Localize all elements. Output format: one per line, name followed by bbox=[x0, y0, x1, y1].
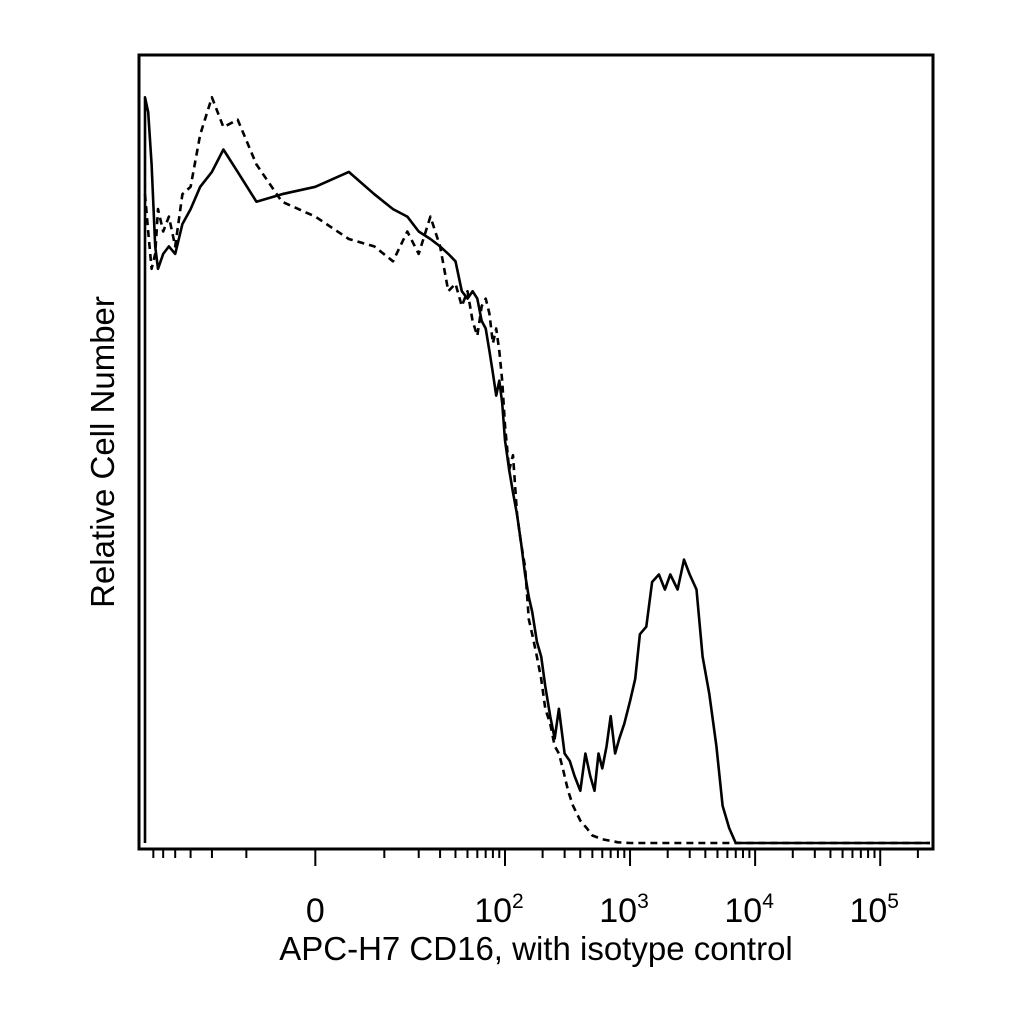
cd16-stained-trace bbox=[143, 96, 930, 845]
isotype-control-trace bbox=[143, 96, 930, 845]
x-tick-label: 0 bbox=[306, 892, 325, 930]
x-tick-label: 102 bbox=[474, 890, 524, 930]
x-tick-label: 105 bbox=[849, 890, 899, 930]
x-axis-tick-labels: 0 102 103 104 105 bbox=[306, 890, 899, 930]
y-axis-label: Relative Cell Number bbox=[84, 296, 121, 608]
x-tick-label: 104 bbox=[724, 890, 774, 930]
series-layer bbox=[143, 96, 930, 845]
plot-frame bbox=[137, 53, 935, 851]
x-tick-label: 103 bbox=[599, 890, 649, 930]
x-axis-label: APC-H7 CD16, with isotype control bbox=[279, 930, 793, 967]
x-axis-ticks bbox=[152, 849, 919, 866]
